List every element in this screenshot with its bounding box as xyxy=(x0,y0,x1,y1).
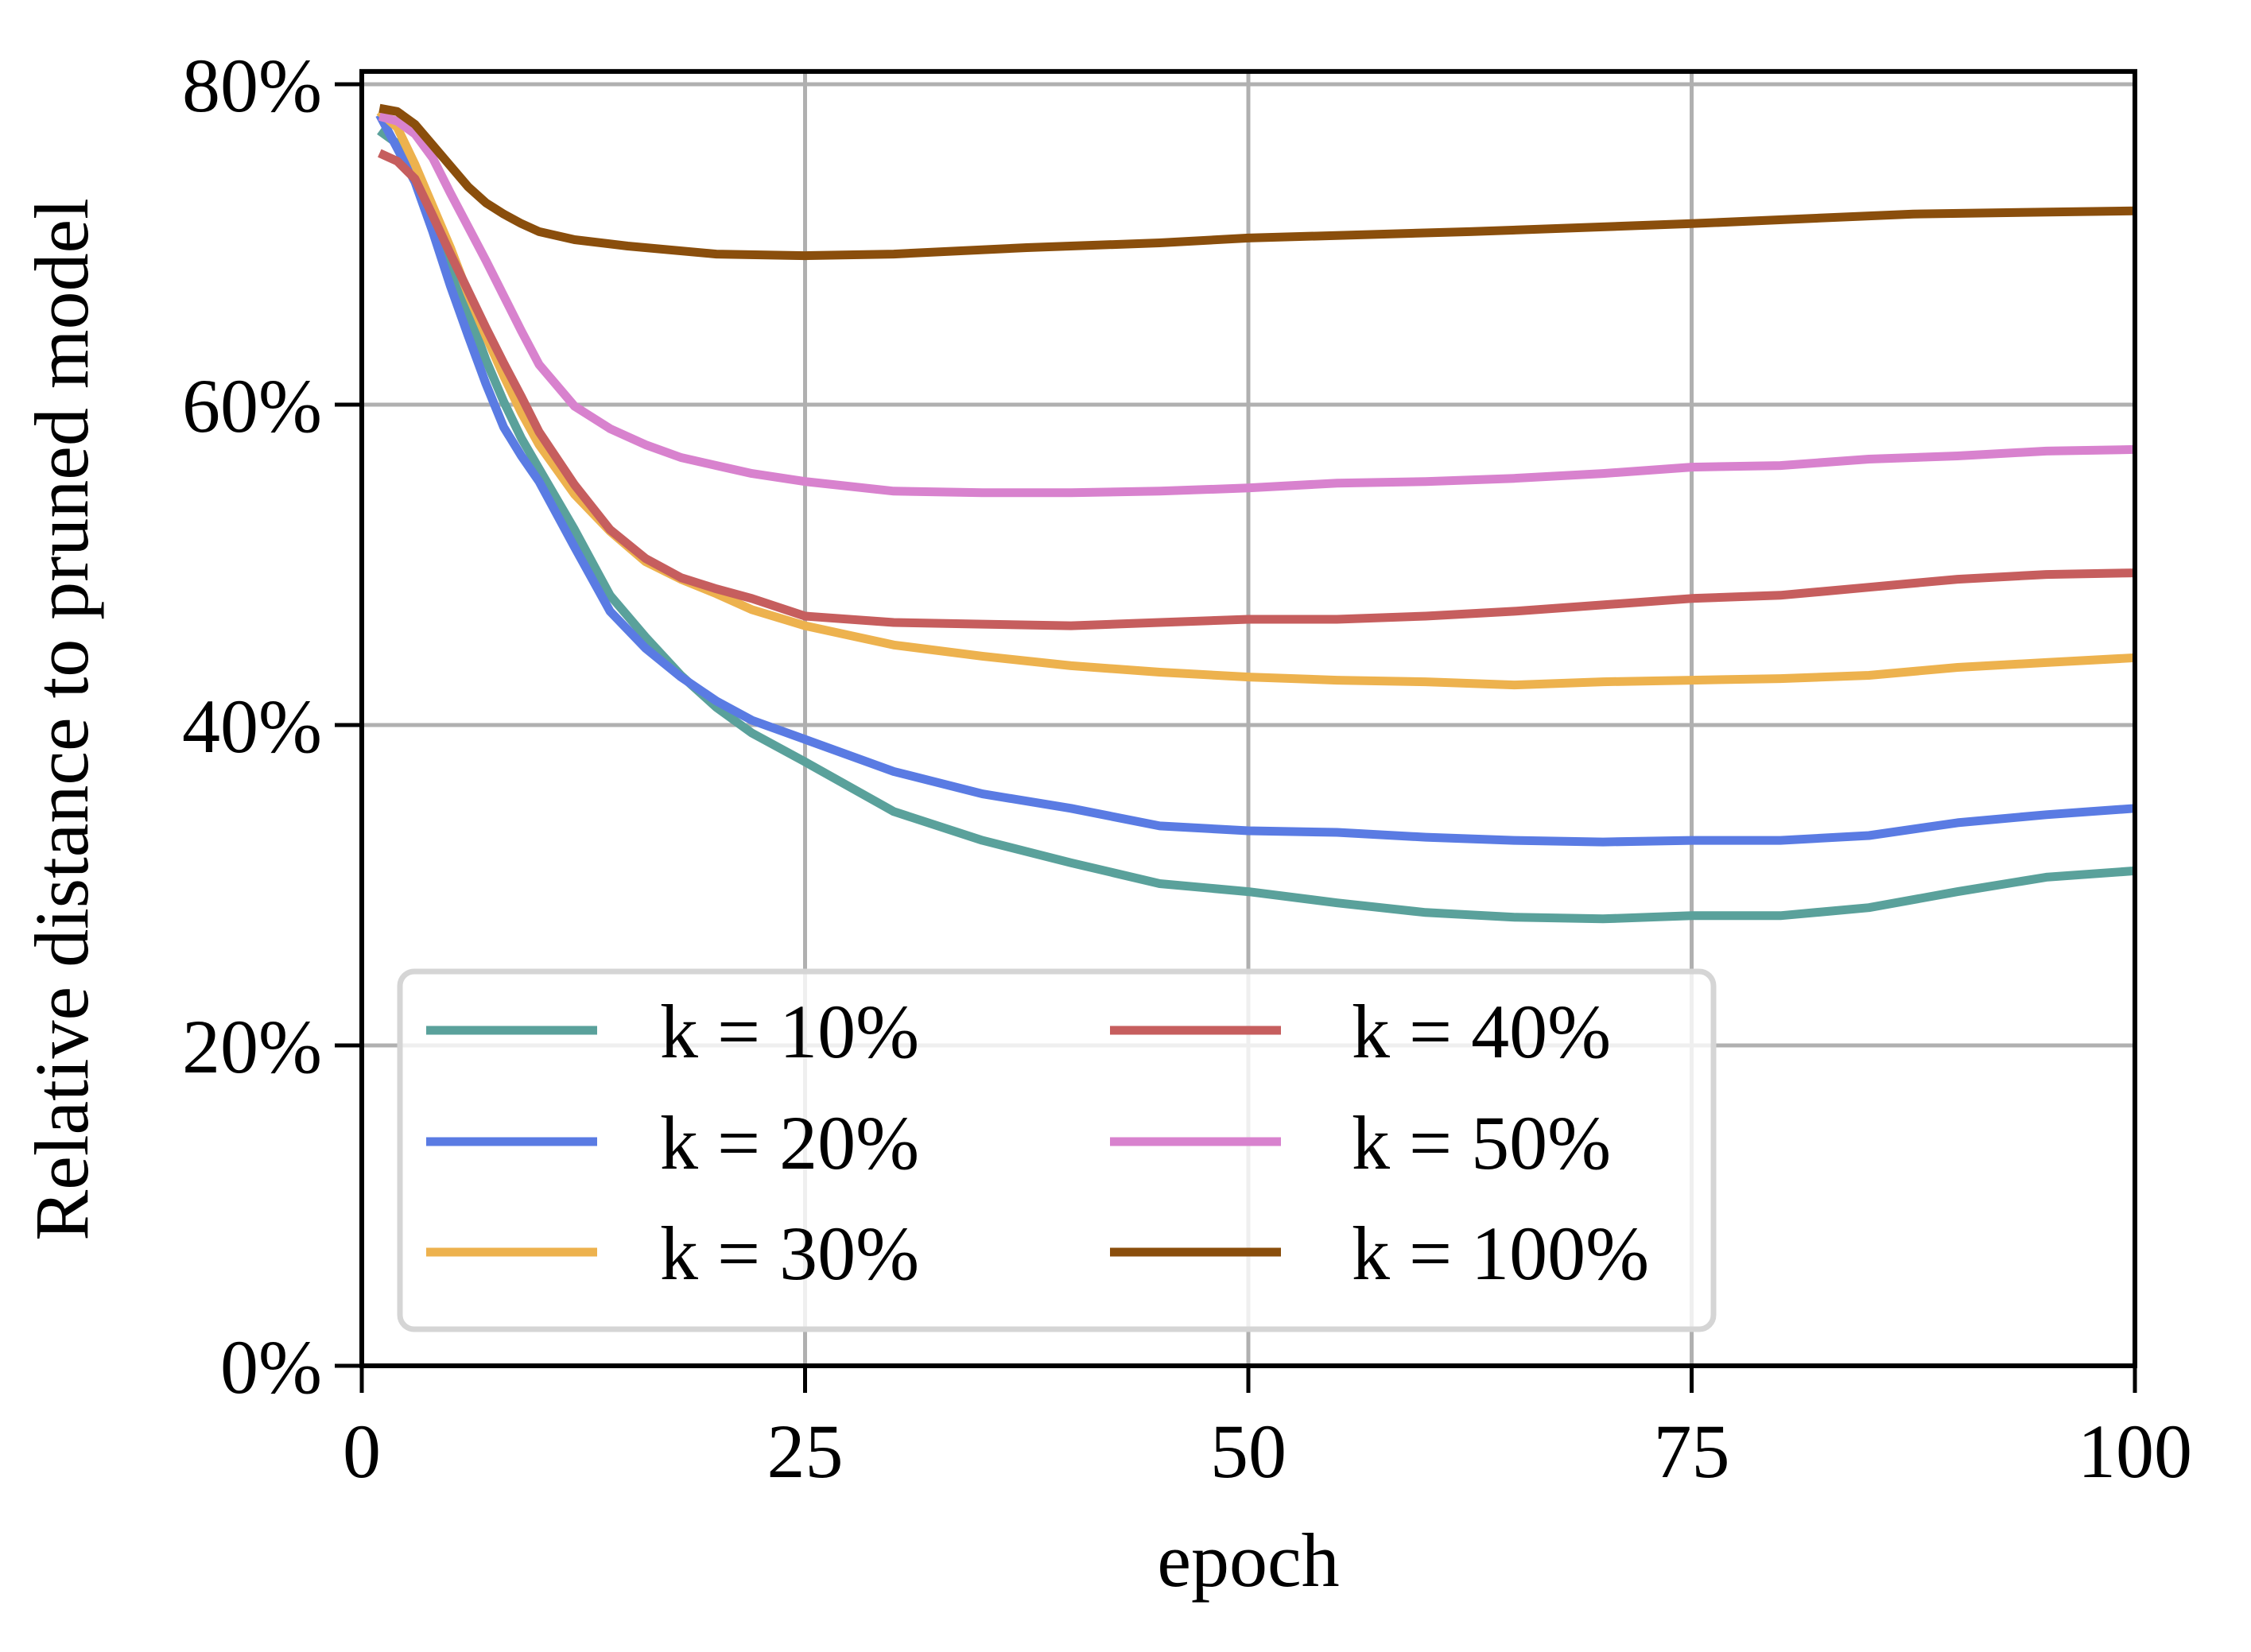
legend-label: k = 50% xyxy=(1352,1100,1611,1185)
legend-label: k = 20% xyxy=(660,1100,919,1185)
x-tick-label: 100 xyxy=(2078,1409,2192,1494)
series-line-10-percent xyxy=(377,126,2136,924)
legend-label: k = 30% xyxy=(660,1211,919,1296)
axes xyxy=(335,68,2137,1393)
legend-entry: k = 30% xyxy=(426,1211,919,1296)
legend-entry: k = 20% xyxy=(426,1100,919,1185)
y-tick-label: 40% xyxy=(182,684,322,769)
y-axis-label: Relative distance to pruned model xyxy=(19,198,104,1241)
x-tick-label: 0 xyxy=(343,1409,381,1494)
series-line-40-percent xyxy=(378,149,2136,630)
x-tick-label: 25 xyxy=(767,1409,844,1494)
series-line-100-percent xyxy=(378,103,2136,261)
legend-frame xyxy=(397,968,1717,1332)
y-tick-label: 20% xyxy=(182,1004,322,1089)
series-line-50-percent xyxy=(378,111,2136,498)
legend-entry: k = 10% xyxy=(426,989,919,1074)
legend-entry: k = 40% xyxy=(1110,989,1611,1074)
legend-entry: k = 50% xyxy=(1110,1100,1611,1185)
series-line-20-percent xyxy=(375,112,2136,847)
x-axis-label: epoch xyxy=(1157,1518,1339,1603)
legend-entry: k = 100% xyxy=(1110,1211,1649,1296)
legend-label: k = 100% xyxy=(1352,1211,1649,1296)
x-tick-label: 50 xyxy=(1210,1409,1287,1494)
legend-label: k = 10% xyxy=(660,989,919,1074)
y-tick-label: 0% xyxy=(220,1324,322,1410)
tick-labels: 0 25 50 75 100 0% 20% 40% 60% 80% xyxy=(182,43,2192,1494)
legend-label: k = 40% xyxy=(1352,989,1611,1074)
y-tick-label: 80% xyxy=(182,43,322,128)
y-tick-label: 60% xyxy=(182,363,322,448)
legend: k = 10% k = 20% k = 30% k = 40% k = 50% k = 1… xyxy=(397,968,1717,1332)
series-lines xyxy=(375,103,2136,924)
x-tick-label: 75 xyxy=(1654,1409,1730,1494)
